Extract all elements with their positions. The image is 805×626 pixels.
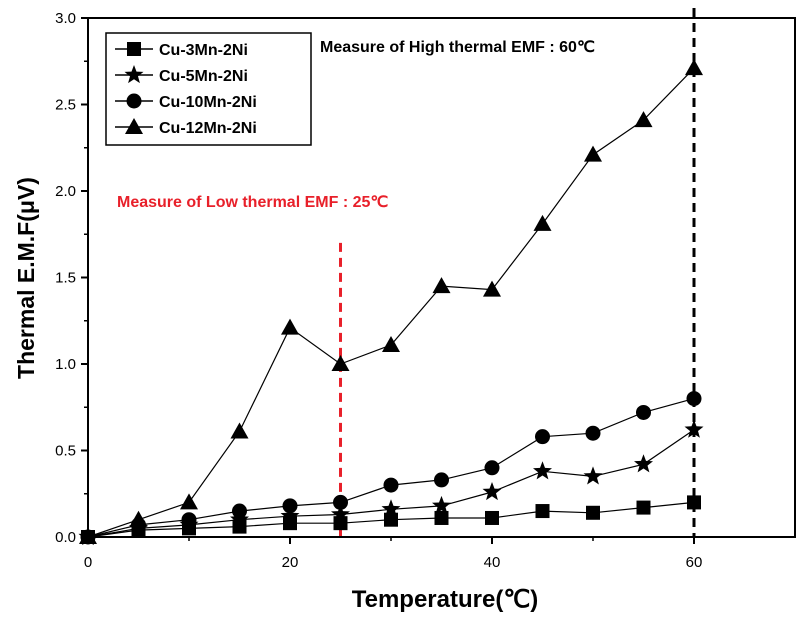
data-point-cu-3mn-2ni: [586, 505, 600, 520]
data-point-cu-5mn-2ni: [684, 419, 704, 438]
legend: Cu-3Mn-2Ni Cu-5Mn-2Ni Cu-10Mn-2Ni Cu-12Mn-2…: [105, 32, 312, 146]
annotation-lines: [339, 8, 696, 537]
data-point-cu-5mn-2ni: [482, 482, 502, 501]
data-point-cu-12mn-2ni: [483, 280, 501, 297]
x-axis-title: Temperature(℃): [352, 586, 539, 613]
y-tick-label: 0.0: [55, 529, 76, 546]
data-point-cu-12mn-2ni: [129, 510, 148, 527]
data-point-cu-5mn-2ni: [583, 466, 603, 485]
axis-ticks: 0.0 0.5 1.0 1.5 2.0 2.5 3.0 0 20 40 60: [55, 10, 702, 571]
data-point-cu-3mn-2ni: [434, 510, 449, 525]
data-point-cu-12mn-2ni: [432, 277, 451, 294]
data-point-cu-12mn-2ni: [533, 214, 552, 231]
data-point-cu-3mn-2ni: [384, 512, 398, 527]
data-point-cu-12mn-2ni: [331, 355, 350, 371]
data-point-cu-10mn-2ni: [383, 477, 399, 493]
high-emf-annotation: Measure of High thermal EMF : 60℃: [320, 39, 595, 56]
data-point-cu-10mn-2ni: [181, 512, 197, 528]
data-point-cu-5mn-2ni: [533, 461, 552, 480]
y-tick-label: 0.5: [55, 443, 76, 460]
y-tick-label: 1.0: [55, 356, 76, 373]
y-tick-label: 2.5: [55, 97, 76, 114]
legend-marker: [126, 93, 142, 109]
legend-label: Cu-12Mn-2Ni: [159, 120, 257, 137]
x-tick-label: 20: [282, 554, 299, 571]
data-point-cu-12mn-2ni: [584, 145, 602, 162]
data-point-cu-10mn-2ni: [484, 460, 500, 476]
x-tick-label: 40: [484, 554, 501, 571]
data-point-cu-10mn-2ni: [535, 429, 550, 445]
legend-marker: [127, 42, 141, 56]
data-point-cu-5mn-2ni: [331, 504, 350, 523]
x-tick-label: 0: [84, 554, 92, 571]
data-point-cu-10mn-2ni: [282, 498, 298, 514]
legend-marker: [124, 65, 144, 84]
y-axis-title: Thermal E.M.F(μV): [13, 177, 39, 379]
data-point-cu-12mn-2ni: [281, 318, 299, 335]
data-point-cu-10mn-2ni: [434, 472, 449, 488]
legend-label: Cu-5Mn-2Ni: [159, 68, 248, 85]
data-point-cu-12mn-2ni: [382, 335, 400, 352]
data-point-cu-10mn-2ni: [232, 503, 247, 519]
data-point-cu-3mn-2ni: [687, 495, 701, 510]
data-point-cu-3mn-2ni: [485, 510, 499, 525]
data-point-cu-12mn-2ni: [685, 59, 703, 76]
low-emf-annotation: Measure of Low thermal EMF : 25℃: [117, 194, 388, 211]
data-point-cu-5mn-2ni: [280, 506, 300, 525]
y-tick-label: 3.0: [55, 10, 76, 27]
data-point-cu-12mn-2ni: [634, 111, 653, 128]
data-point-cu-12mn-2ni: [180, 493, 198, 510]
data-point-cu-10mn-2ni: [333, 494, 348, 510]
y-tick-label: 2.0: [55, 183, 76, 200]
data-point-cu-10mn-2ni: [636, 404, 651, 420]
data-point-cu-10mn-2ni: [585, 425, 601, 441]
data-point-cu-5mn-2ni: [634, 454, 653, 473]
y-tick-label: 1.5: [55, 270, 76, 287]
x-tick-label: 60: [686, 554, 703, 571]
data-point-cu-3mn-2ni: [636, 500, 651, 515]
data-point-cu-5mn-2ni: [230, 509, 249, 528]
data-point-cu-10mn-2ni: [686, 391, 702, 407]
data-point-cu-5mn-2ni: [381, 499, 401, 518]
legend-marker: [125, 118, 143, 134]
data-point-cu-12mn-2ni: [230, 422, 249, 439]
legend-label: Cu-10Mn-2Ni: [159, 94, 257, 111]
data-point-cu-5mn-2ni: [432, 495, 451, 514]
legend-label: Cu-3Mn-2Ni: [159, 42, 248, 59]
data-point-cu-3mn-2ni: [535, 504, 550, 519]
